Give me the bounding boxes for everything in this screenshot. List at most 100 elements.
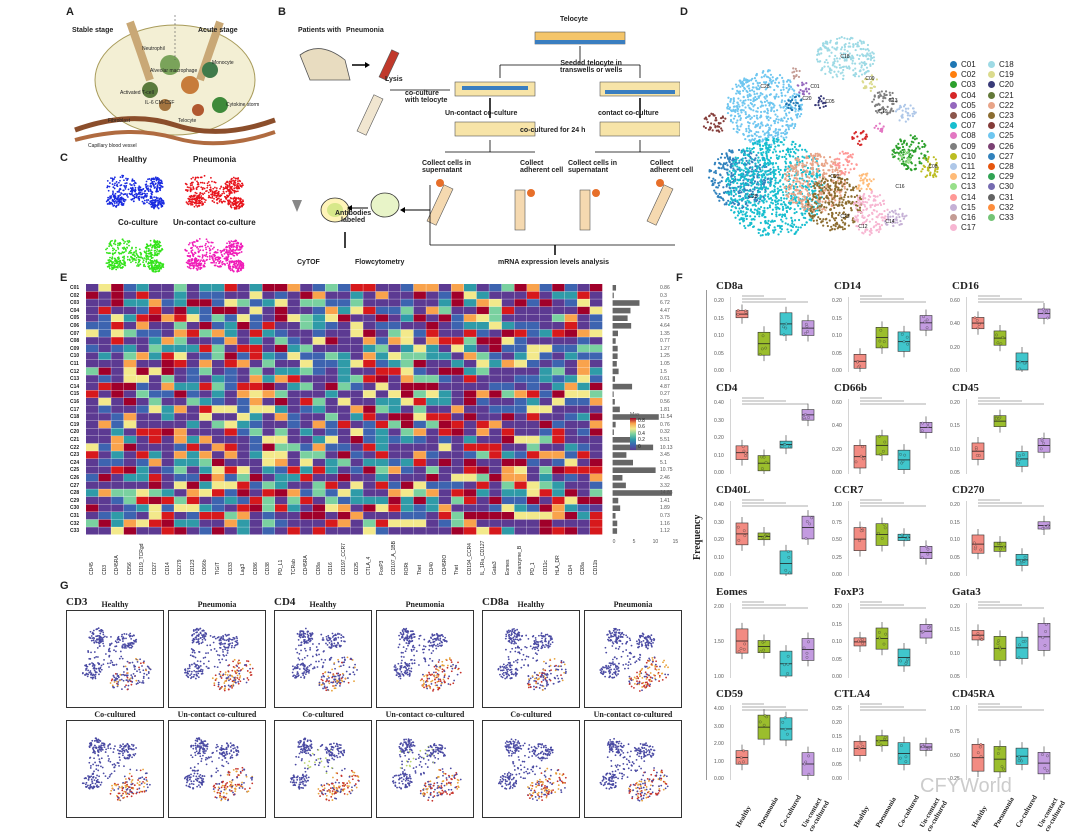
heatmap-cell bbox=[99, 383, 111, 390]
legend-label: C17 bbox=[961, 223, 976, 232]
heatmap-cell bbox=[577, 368, 589, 375]
heatmap-cell bbox=[552, 314, 564, 321]
heatmap-cell bbox=[426, 520, 438, 527]
boxplot-point bbox=[745, 311, 747, 313]
heatmap-cell bbox=[388, 383, 400, 390]
heatmap-cell bbox=[149, 436, 161, 443]
heatmap-cell bbox=[124, 520, 136, 527]
heatmap-cell bbox=[376, 459, 388, 466]
heatmap-cell bbox=[174, 368, 186, 375]
heatmap-col-label: CD3 bbox=[102, 565, 108, 575]
heatmap-cell bbox=[540, 345, 552, 352]
heatmap-cell bbox=[99, 444, 111, 451]
heatmap-cell bbox=[288, 292, 300, 299]
heatmap-cell bbox=[111, 322, 123, 329]
heatmap-cell bbox=[338, 299, 350, 306]
heatmap-cell bbox=[426, 459, 438, 466]
boxplot-point bbox=[926, 319, 928, 321]
boxplot-y-tick: 0.75 bbox=[950, 729, 960, 735]
heatmap-cell bbox=[288, 421, 300, 428]
heatmap-cell bbox=[464, 466, 476, 473]
heatmap-legend-tick: 0 bbox=[638, 444, 645, 450]
heatmap-row-label: C22 bbox=[70, 445, 79, 451]
heatmap-cell bbox=[514, 284, 526, 291]
heatmap-cell bbox=[199, 314, 211, 321]
heatmap-cell bbox=[426, 482, 438, 489]
heatmap-cell bbox=[540, 292, 552, 299]
boxplot-x-label: Un-contact co-cultured bbox=[918, 795, 949, 833]
heatmap-cell bbox=[577, 466, 589, 473]
heatmap-cell bbox=[149, 497, 161, 504]
heatmap-cell bbox=[565, 406, 577, 413]
heatmap-cell bbox=[439, 390, 451, 397]
heatmap-cell bbox=[464, 292, 476, 299]
heatmap-cell bbox=[111, 292, 123, 299]
boxplot-y-tick: 0.00 bbox=[950, 368, 960, 374]
heatmap-cell bbox=[288, 482, 300, 489]
heatmap-cell bbox=[351, 299, 363, 306]
heatmap-row-label: C17 bbox=[70, 407, 79, 413]
boxplot-point bbox=[922, 630, 924, 632]
cluster-legend-item: C18 bbox=[988, 60, 1014, 69]
panel-f-label: F bbox=[676, 272, 683, 284]
heatmap-row-label: C03 bbox=[70, 300, 79, 306]
heatmap-cell bbox=[590, 383, 602, 390]
heatmap-cell bbox=[86, 451, 98, 458]
heatmap-cell bbox=[262, 512, 274, 519]
heatmap-cell bbox=[149, 474, 161, 481]
heatmap-col-label: CD66b bbox=[202, 559, 208, 575]
heatmap-cell bbox=[162, 375, 174, 382]
heatmap-cell bbox=[99, 504, 111, 511]
boxplot-point bbox=[860, 742, 862, 744]
legend-swatch bbox=[988, 153, 995, 160]
heatmap-cell bbox=[225, 413, 237, 420]
heatmap-cell bbox=[351, 520, 363, 527]
heatmap-cell bbox=[527, 390, 539, 397]
heatmap-cell bbox=[439, 337, 451, 344]
heatmap-cell bbox=[552, 474, 564, 481]
heatmap-cell bbox=[225, 375, 237, 382]
heatmap-row-label: C09 bbox=[70, 346, 79, 352]
heatmap-cell bbox=[489, 375, 501, 382]
heatmap-cell bbox=[136, 322, 148, 329]
cluster-legend-item: C25 bbox=[988, 131, 1014, 140]
heatmap-cell bbox=[552, 413, 564, 420]
collect-super-1: Collect cells in supernatant bbox=[422, 160, 471, 174]
heatmap-cell bbox=[388, 421, 400, 428]
heatmap-cell bbox=[250, 421, 262, 428]
heatmap-cell bbox=[111, 314, 123, 321]
boxplot-y-tick: 0.20 bbox=[832, 447, 842, 453]
boxplot-y-tick: 0.20 bbox=[714, 435, 724, 441]
heatmap-cell bbox=[325, 375, 337, 382]
heatmap-cell bbox=[300, 451, 312, 458]
heatmap-cell bbox=[489, 428, 501, 435]
heatmap-cell bbox=[540, 421, 552, 428]
boxplot-title: CCR7 bbox=[834, 484, 863, 496]
heatmap-cell bbox=[262, 375, 274, 382]
heatmap-cell bbox=[237, 375, 249, 382]
heatmap-cell bbox=[300, 390, 312, 397]
heatmap-cell bbox=[300, 406, 312, 413]
heatmap-bar bbox=[613, 513, 616, 519]
heatmap-cell bbox=[514, 322, 526, 329]
heatmap-cell bbox=[300, 466, 312, 473]
heatmap-cell bbox=[111, 512, 123, 519]
boxplot-point bbox=[743, 643, 745, 645]
watermark-text: CFYWorld bbox=[920, 775, 1012, 798]
heatmap-cell bbox=[99, 406, 111, 413]
boxplot-point bbox=[997, 342, 999, 344]
heatmap-cell bbox=[376, 474, 388, 481]
heatmap-cell bbox=[464, 284, 476, 291]
heatmap-cell bbox=[477, 451, 489, 458]
boxplot-point bbox=[884, 736, 886, 738]
heatmap-cell bbox=[577, 406, 589, 413]
label-fibroblast: Fibroblast bbox=[108, 118, 130, 124]
heatmap-cell bbox=[363, 406, 375, 413]
heatmap-cell bbox=[124, 398, 136, 405]
heatmap-cell bbox=[388, 337, 400, 344]
panel-g-condition-label: Pneumonia bbox=[588, 600, 678, 609]
boxplot-y-tick: 0.15 bbox=[832, 734, 842, 740]
heatmap-cell bbox=[338, 482, 350, 489]
heatmap-row-label: C01 bbox=[70, 285, 79, 291]
boxplot-y-tick: 0.00 bbox=[832, 674, 842, 680]
